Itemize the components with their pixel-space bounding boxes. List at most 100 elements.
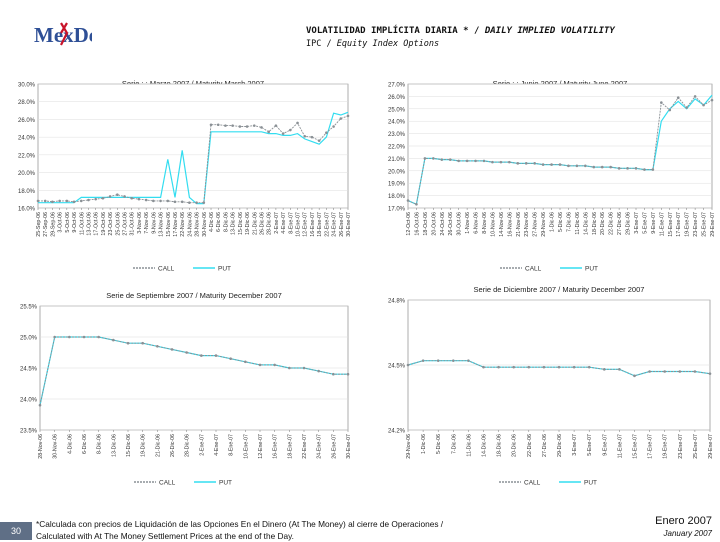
point-call: [166, 199, 170, 203]
x-tick-label: 28-Dic-06: [185, 434, 191, 457]
page-subtitle: IPC / Equity Index Options: [306, 39, 439, 49]
point-call: [238, 125, 242, 128]
x-tick-label: 11-Oct-06: [79, 212, 85, 235]
point-call: [557, 365, 561, 369]
x-tick-label: 23-Oct-06: [108, 212, 114, 236]
x-tick-label: 2-Ene-07: [274, 212, 280, 234]
point-call: [101, 196, 105, 200]
point-call: [288, 366, 291, 370]
point-call: [94, 197, 97, 201]
x-tick-label: 20-Oct-06: [431, 212, 437, 236]
x-tick-label: 26-Oct-06: [448, 212, 454, 236]
point-call: [346, 114, 350, 118]
x-tick-label: 27-Oct-06: [123, 212, 129, 236]
x-tick-label: 4-Ene-07: [281, 212, 287, 234]
y-tick-label: 27.0%: [388, 83, 406, 89]
footnote-line-1: *Calculada con precios de Liquidación de…: [36, 519, 444, 529]
chart-march-2007: Serie : : Marzo 2007 / Maturity March 20…: [2, 72, 356, 278]
point-call: [188, 201, 191, 204]
point-call: [152, 199, 155, 203]
x-tick-label: 13-Oct-06: [86, 212, 92, 236]
chart-title: Serie de Septiembre 2007 / Maturity Dece…: [106, 291, 282, 300]
point-call: [436, 359, 440, 362]
point-call: [482, 159, 486, 163]
y-tick-label: 28.0%: [18, 100, 36, 106]
point-call: [173, 200, 177, 204]
x-tick-label: 16-Oct-06: [414, 212, 420, 236]
y-tick-label: 26.0%: [18, 118, 36, 124]
x-tick-label: 18-Oct-06: [423, 212, 429, 236]
x-tick-label: 3-Nov-06: [137, 212, 143, 234]
x-tick-label: 17-Oct-06: [94, 212, 100, 236]
point-call: [123, 195, 126, 198]
point-call: [302, 366, 306, 370]
point-call: [572, 365, 576, 369]
x-tick-label: 29-Sep-06: [50, 212, 56, 237]
page-title: VOLATILIDAD IMPLÍCITA DIARIA * / DAILY I…: [306, 26, 615, 36]
chart-december-2007: Serie de Diciembre 2007 / Maturity Decem…: [362, 282, 716, 492]
x-tick-label: 6-Dic-06: [82, 434, 88, 454]
x-tick-label: 16-Ene-07: [273, 434, 279, 459]
x-tick-label: 28-Dic-06: [267, 212, 273, 235]
x-tick-label: 14-Dic-06: [482, 434, 488, 457]
point-call: [497, 365, 500, 369]
x-tick-label: 2-Ene-07: [199, 434, 205, 456]
x-tick-label: 5-Dic-06: [436, 434, 442, 454]
point-call: [693, 95, 697, 98]
x-tick-label: 24-Oct-06: [440, 212, 446, 236]
x-tick-label: 5-Oct-06: [65, 212, 71, 233]
chart-svg: Serie : : Marzo 2007 / Maturity March 20…: [18, 79, 352, 273]
x-tick-label: 28-Nov-06: [38, 434, 44, 459]
point-call: [567, 164, 570, 168]
point-call: [550, 163, 553, 166]
point-call: [141, 341, 144, 345]
point-call: [406, 363, 410, 367]
y-tick-label: 25.0%: [388, 107, 406, 113]
point-call: [693, 370, 697, 373]
point-call: [448, 158, 452, 161]
x-tick-label: 13-Nov-06: [159, 212, 165, 237]
point-call: [600, 165, 604, 169]
x-tick-label: 29-Nov-06: [406, 434, 412, 459]
point-call: [126, 341, 130, 345]
x-tick-label: 4-Dic-06: [209, 212, 215, 232]
point-call: [159, 199, 162, 203]
x-tick-label: 19-Oct-06: [101, 212, 107, 236]
plot-area: [37, 83, 349, 209]
y-tick-label: 20.0%: [388, 169, 406, 175]
point-call: [516, 162, 520, 165]
x-tick-label: 4-Dic-06: [67, 434, 73, 454]
x-tick-label: 26-Dic-06: [259, 212, 265, 235]
x-tick-label: 7-Dic-06: [451, 434, 457, 454]
point-call: [170, 348, 174, 351]
point-call: [296, 121, 299, 125]
x-tick-label: 24-Ene-07: [332, 212, 338, 237]
x-tick-label: 11-Ene-07: [659, 212, 665, 236]
x-tick-label: 9-Ene-07: [602, 434, 608, 456]
point-call: [584, 164, 587, 168]
subtitle-en: Equity Index Options: [336, 39, 440, 49]
point-call: [79, 199, 83, 203]
footnote: *Calculada con precios de Liquidación de…: [36, 518, 443, 542]
x-tick-label: 29-Dic-06: [557, 434, 563, 457]
x-tick-label: 21-Nov-06: [516, 212, 522, 237]
x-tick-label: 5-Dic-06: [558, 212, 564, 232]
point-call: [332, 125, 335, 128]
x-tick-label: 22-Ene-07: [302, 434, 308, 459]
point-call: [332, 372, 335, 376]
y-tick-label: 24.0%: [18, 136, 36, 142]
x-tick-label: 15-Nov-06: [166, 212, 172, 237]
x-tick-label: 8-Ene-07: [288, 212, 294, 234]
point-call: [195, 201, 198, 204]
x-tick-label: 25-Ene-07: [702, 212, 708, 237]
point-call: [144, 198, 148, 202]
point-call: [440, 158, 444, 161]
x-tick-label: 3-Oct-06: [58, 212, 64, 233]
y-tick-label: 22.0%: [388, 145, 406, 151]
x-tick-label: 20-Dic-06: [600, 212, 606, 235]
point-call: [53, 335, 56, 339]
x-tick-label: 8-Ene-07: [229, 434, 235, 456]
point-call: [185, 351, 188, 354]
legend-label: PUT: [219, 480, 232, 487]
y-tick-label: 23.5%: [20, 429, 38, 435]
